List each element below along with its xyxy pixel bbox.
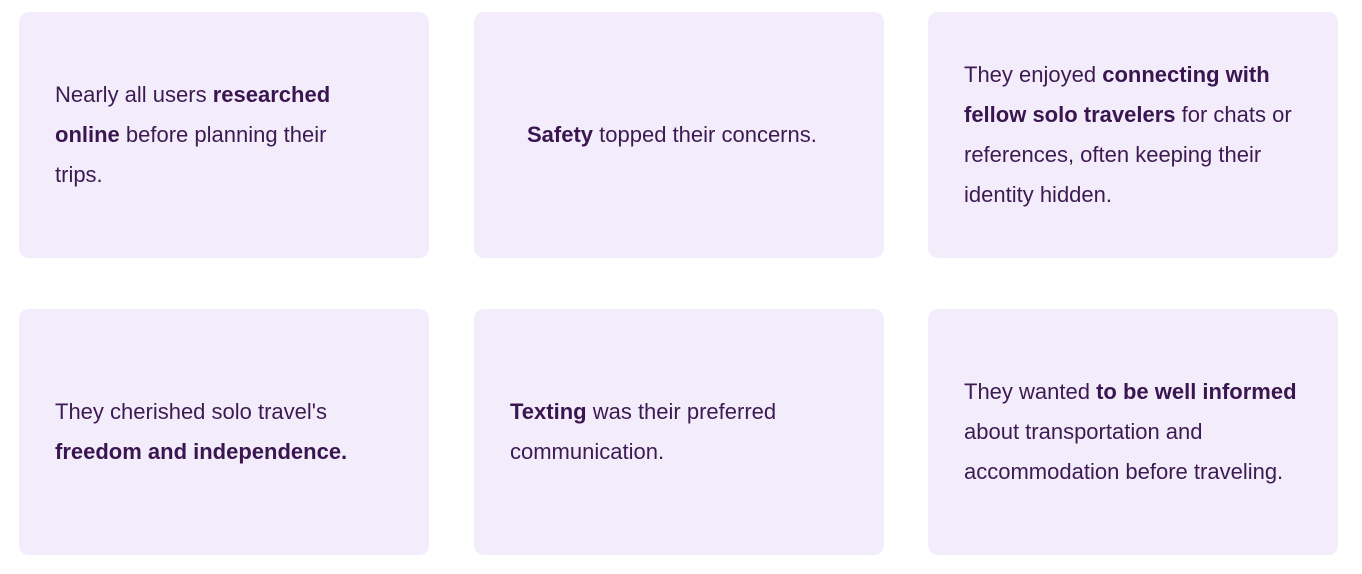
insight-text-regular: They wanted [964,379,1097,404]
insight-text-regular: topped their concerns. [593,122,817,147]
insight-text: They enjoyed connecting with fellow solo… [964,55,1310,215]
insight-text: They cherished solo travel's freedom and… [55,392,347,472]
insight-card-well-informed: They wanted to be well informed about tr… [928,309,1338,555]
insight-card-safety: Safety topped their concerns. [474,12,884,258]
insight-card-connecting-travelers: They enjoyed connecting with fellow solo… [928,12,1338,258]
insight-text-emphasis: Texting [510,399,587,424]
insight-text-regular: Nearly all users [55,82,213,107]
insight-text-emphasis: freedom and independence. [55,439,348,464]
insight-text-emphasis: Safety [527,122,594,147]
insight-card-online-research: Nearly all users researched online befor… [19,12,429,258]
insight-text-regular: for chats or references, often keeping t… [964,102,1292,207]
insight-card-texting: Texting was their preferred communicatio… [474,309,884,555]
insight-text-regular: They enjoyed [964,62,1103,87]
insight-text: Nearly all users researched online befor… [55,75,357,195]
insight-text-regular: about transportation and accommodation b… [964,419,1284,484]
insight-text-emphasis: to be well informed [1096,379,1297,404]
insight-text: Texting was their preferred communicatio… [510,392,824,472]
insight-text-emphasis: connecting with fellow solo travelers [964,62,1270,127]
insight-text-regular: before planning their trips. [55,122,327,187]
insight-text-emphasis: researched online [55,82,331,147]
insight-text: They wanted to be well informed about tr… [964,372,1316,492]
insight-text-regular: was their preferred communication. [510,399,777,464]
insight-text: Safety topped their concerns. [527,115,817,155]
insight-card-freedom: They cherished solo travel's freedom and… [19,309,429,555]
insight-text-regular: They cherished solo travel's [55,399,327,424]
